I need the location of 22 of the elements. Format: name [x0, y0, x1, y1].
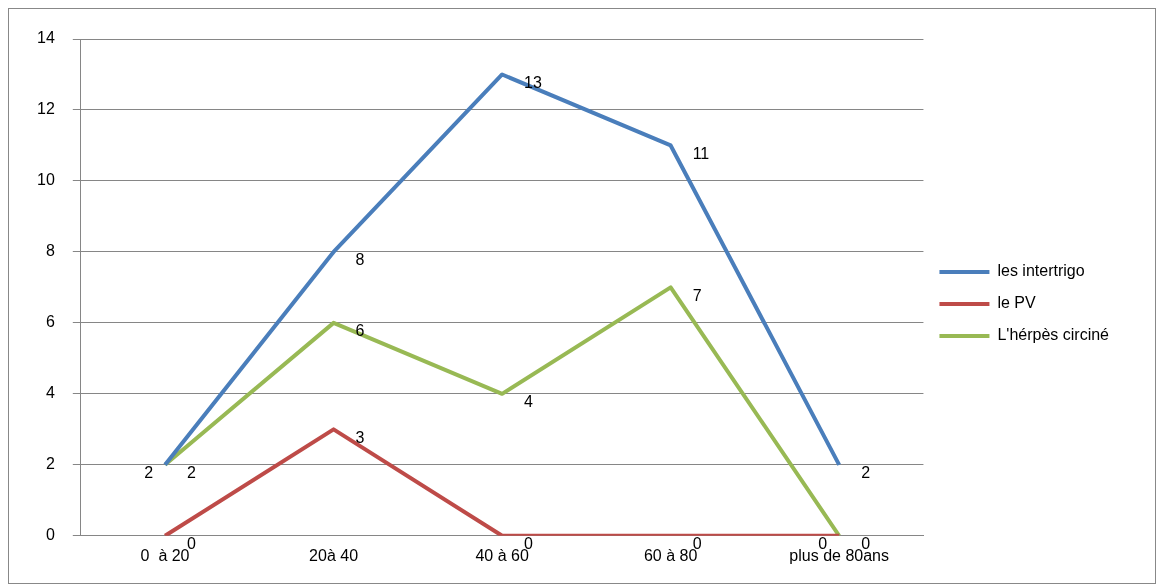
data-label: 2 — [861, 464, 871, 482]
data-label: 0 — [818, 535, 828, 553]
legend-label: L'hérpès circiné — [997, 326, 1110, 344]
data-label: 13 — [524, 73, 543, 91]
data-label: 11 — [692, 144, 710, 162]
y-tick-label: 4 — [45, 384, 55, 402]
data-label: 2 — [187, 464, 197, 482]
x-tick-label: 20à 40 — [309, 546, 359, 564]
data-label: 7 — [692, 286, 702, 304]
y-tick-label: 14 — [37, 29, 55, 47]
legend-label: le PV — [997, 294, 1037, 312]
data-label: 4 — [524, 393, 534, 411]
data-label: 2 — [144, 464, 154, 482]
y-tick-label: 2 — [45, 455, 55, 473]
y-tick-label: 0 — [45, 526, 55, 544]
legend-label: les intertrigo — [997, 262, 1085, 280]
y-tick-label: 12 — [37, 100, 55, 118]
y-tick-label: 10 — [37, 171, 55, 189]
y-tick-label: 6 — [45, 313, 55, 331]
y-tick-label: 8 — [45, 242, 55, 260]
data-label: 8 — [355, 251, 365, 269]
data-label: 3 — [355, 428, 365, 446]
